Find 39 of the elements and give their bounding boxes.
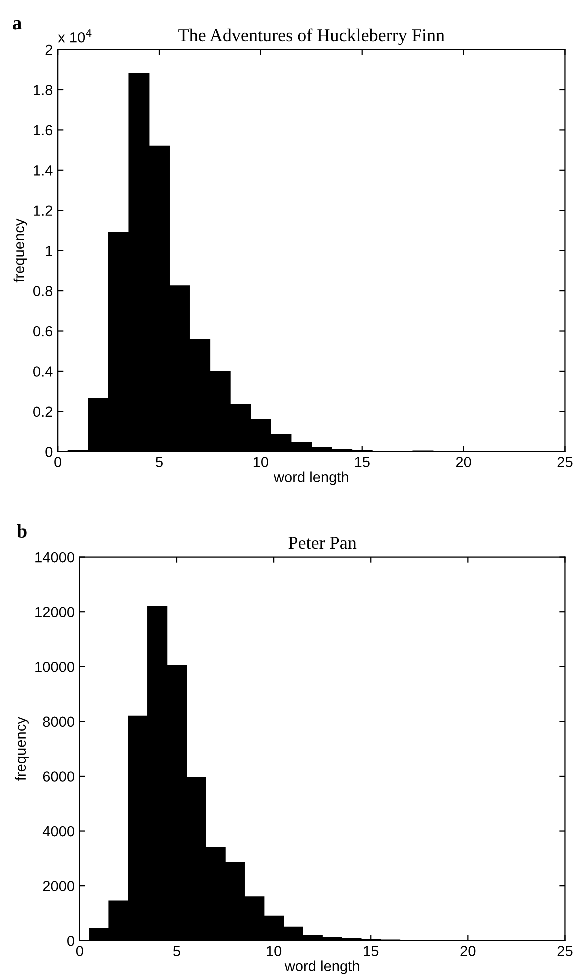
y-tick-label: 0.4: [34, 366, 53, 377]
text: b: [17, 524, 27, 538]
text: x 10$^{4}$: [58, 30, 92, 43]
y-tick-label: 1: [46, 246, 53, 256]
y-tick-label: 1.2: [34, 206, 52, 216]
text: a: [13, 20, 22, 30]
chart-title: Peter Pan: [288, 537, 357, 550]
x-tick-label: 25: [558, 946, 573, 956]
x-tick-label: 10: [267, 946, 282, 956]
y-axis-title: frequency: [14, 218, 28, 283]
y-tick-label: 4000: [42, 826, 74, 837]
x-tick-label: 10: [254, 457, 268, 468]
x-tick-label: 20: [460, 946, 476, 956]
y-tick-label: 6000: [43, 772, 74, 782]
x-tick-label: 20: [456, 457, 472, 468]
x-tick-label: 5: [156, 457, 163, 468]
y-axis-title: frequency: [15, 717, 29, 781]
x-axis-title: word length: [274, 472, 348, 486]
y-tick-label: 0: [68, 936, 74, 946]
y-tick-label: 0.8: [34, 286, 53, 296]
y-tick-label: 1.6: [34, 125, 53, 136]
y-tick-label: 0.2: [34, 406, 52, 418]
y-tick-label: 1.8: [34, 85, 53, 96]
x-tick-label: 5: [174, 946, 180, 956]
y-tick-label: 0: [46, 446, 53, 458]
y-tick-label: 8000: [43, 716, 74, 728]
x-tick-label: 15: [364, 946, 379, 956]
y-tick-label: 12000: [36, 607, 74, 618]
y-tick-label: 2000: [43, 881, 74, 892]
x-axis-title: word length: [284, 960, 360, 974]
x-tick-label: 0: [76, 946, 84, 956]
y-tick-label: 1.4: [34, 166, 53, 176]
y-tick-label: 10000: [36, 662, 74, 672]
x-tick-label: 15: [355, 457, 370, 468]
y-tick-label: 14000: [36, 552, 74, 563]
y-tick-label: 0.6: [34, 326, 53, 337]
chart-title: The Adventures of Huckleberry Finn: [178, 28, 445, 46]
y-tick-label: 2: [46, 44, 52, 56]
x-tick-label: 25: [558, 457, 573, 468]
